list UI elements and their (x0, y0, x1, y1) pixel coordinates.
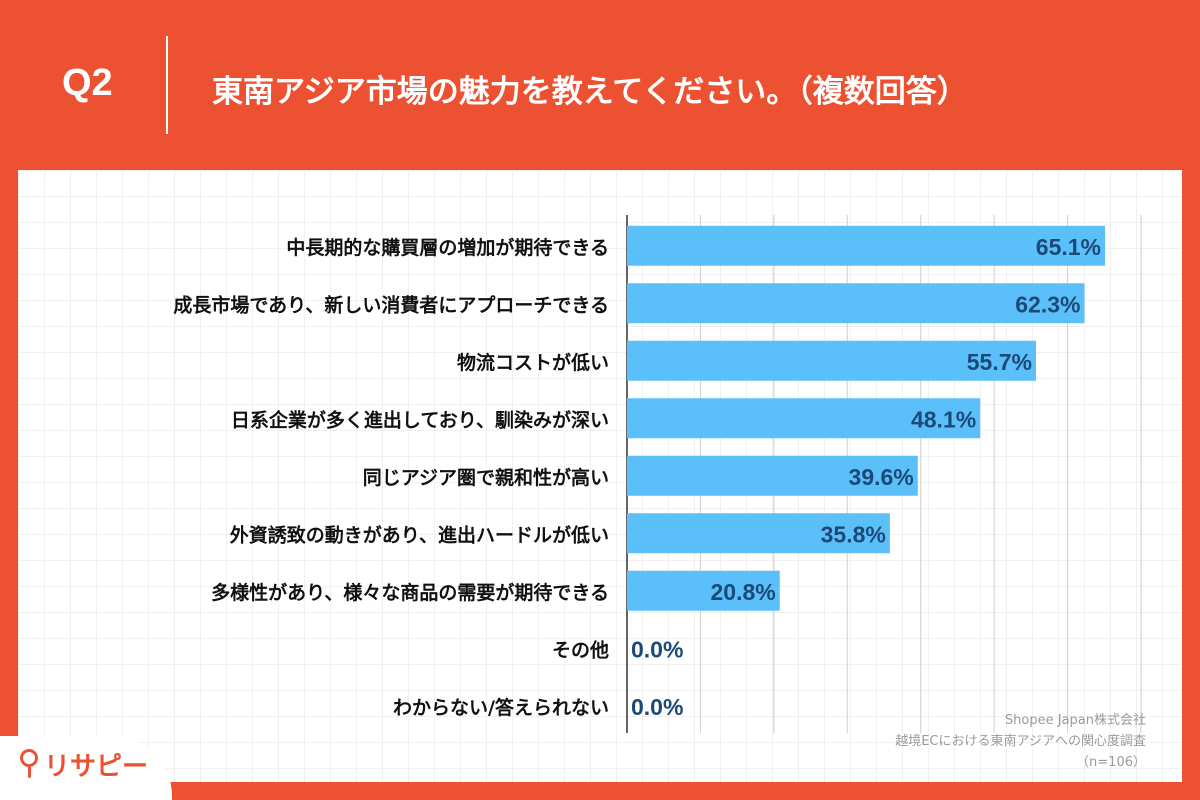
value-label: 39.6% (849, 464, 914, 490)
question-title: 東南アジア市場の魅力を教えてください。（複数回答） (212, 74, 968, 110)
value-label: 65.1% (1036, 234, 1101, 260)
bar (627, 570, 780, 611)
category-label: 成長市場であり、新しい消費者にアプローチできる (173, 293, 609, 316)
value-label: 48.1% (911, 406, 976, 432)
brand-logo: リサピー (0, 736, 172, 800)
category-label: 同じアジア圏で親和性が高い (363, 466, 609, 489)
category-label: 多様性があり、様々な商品の需要が期待できる (211, 581, 609, 604)
category-label: 日系企業が多く進出しており、馴染みが深い (231, 408, 609, 431)
brand-name: リサピー (44, 752, 149, 782)
value-label: 35.8% (821, 521, 886, 547)
bar (627, 340, 1036, 381)
source-sample-size: （n=106） (1076, 755, 1146, 770)
bar (627, 513, 890, 554)
source-company: Shopee Japan株式会社 (1004, 713, 1146, 728)
bar-chart: 中長期的な購買層の増加が期待できる 65.1% 成長市場であり、新しい消費者にアプロ… (173, 215, 1142, 733)
source-survey: 越境ECにおける東南アジアへの関心度調査 (895, 734, 1146, 749)
map-pin-icon (20, 749, 38, 778)
value-label: 55.7% (967, 349, 1032, 375)
value-label: 0.0% (631, 694, 683, 720)
bar (627, 455, 918, 496)
category-label: 中長期的な購買層の増加が期待できる (286, 236, 609, 259)
category-label: その他 (552, 638, 609, 661)
chart-panel: 中長期的な購買層の増加が期待できる 65.1% 成長市場であり、新しい消費者にアプロ… (18, 170, 1182, 782)
value-label: 20.8% (711, 579, 776, 605)
header: Q2 東南アジア市場の魅力を教えてください。（複数回答） (0, 0, 1200, 170)
bar (627, 398, 981, 439)
question-number: Q2 (62, 62, 113, 104)
category-label: 物流コストが低い (457, 351, 609, 374)
header-divider (166, 36, 168, 134)
category-label: わからない/答えられない (393, 696, 609, 719)
value-label: 0.0% (631, 636, 683, 662)
bar (627, 225, 1106, 266)
source-note: Shopee Japan株式会社 越境ECにおける東南アジアへの関心度調査 （n… (895, 710, 1146, 773)
category-label: 外資誘致の動きがあり、進出ハードルが低い (230, 523, 609, 546)
bar (627, 283, 1085, 324)
value-label: 62.3% (1015, 291, 1080, 317)
